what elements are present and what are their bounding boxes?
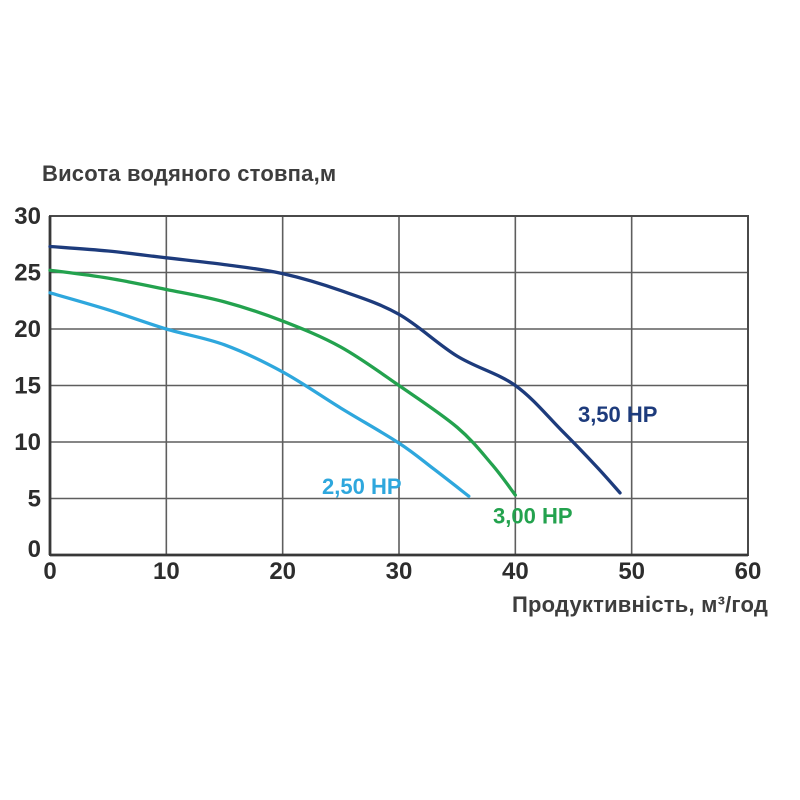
curve-3-50-HP (48, 244, 622, 495)
series-label: 2,50 HP (322, 474, 402, 499)
curve-3-00-HP (48, 268, 517, 497)
x-tick-label: 20 (269, 558, 296, 585)
y-tick-label: 20 (14, 316, 41, 343)
x-tick-label: 40 (502, 558, 529, 585)
x-tick-label: 10 (153, 558, 180, 585)
x-tick-label: 0 (43, 558, 56, 585)
curve-2-50-HP (48, 291, 471, 498)
x-tick-label: 30 (386, 558, 413, 585)
y-tick-label: 5 (28, 486, 41, 513)
series-label: 3,00 HP (493, 503, 573, 528)
y-tick-label: 25 (14, 260, 41, 287)
chart-title: Висота водяного стовпа,м (42, 161, 337, 186)
y-tick-label: 10 (14, 429, 41, 456)
y-tick-label: 30 (14, 203, 41, 230)
x-tick-label: 50 (618, 558, 645, 585)
x-tick-label: 60 (735, 558, 762, 585)
y-tick-label: 0 (28, 536, 41, 563)
x-axis-title: Продуктивність, м³/год (512, 592, 768, 617)
series-label: 3,50 HP (578, 402, 658, 427)
y-tick-label: 15 (14, 373, 41, 400)
